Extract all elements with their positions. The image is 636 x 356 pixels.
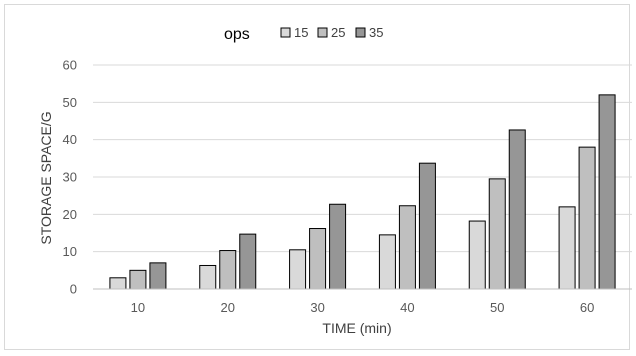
y-tick-label: 40 [63,132,77,147]
x-tick-label: 30 [310,300,324,315]
legend: ops 15 25 35 [224,25,383,43]
legend-swatch-35 [355,27,366,38]
y-tick-label: 0 [70,282,77,297]
y-tick-label: 20 [63,207,77,222]
bar-35-10 [149,262,167,290]
legend-swatch-25 [317,27,328,38]
bar-35-40 [418,162,436,290]
x-tick-labels: 10 20 30 40 50 60 [131,300,595,315]
y-tick-label: 10 [63,244,77,259]
bar-15-60 [558,206,576,290]
bar-25-50 [488,178,506,290]
legend-swatch-15 [280,27,291,38]
bar-15-20 [199,264,217,290]
bar-35-50 [508,129,526,290]
bars [109,94,616,290]
bar-25-30 [309,228,327,290]
bar-15-30 [289,249,307,290]
legend-label-35: 35 [369,25,383,40]
x-axis-title: TIME (min) [322,320,391,336]
x-tick-label: 10 [131,300,145,315]
y-tick-label: 60 [63,58,77,73]
y-tick-labels: 0 10 20 30 40 50 60 [63,58,77,297]
gridlines [93,64,632,253]
x-tick-label: 60 [580,300,594,315]
bar-25-40 [398,205,416,290]
bar-25-20 [219,250,237,290]
legend-label-25: 25 [331,25,345,40]
x-tick-label: 20 [221,300,235,315]
bar-15-10 [109,277,127,290]
bar-15-40 [378,234,396,290]
bar-25-10 [129,269,147,290]
x-tick-label: 50 [490,300,504,315]
legend-label-15: 15 [294,25,308,40]
y-axis-title: STORAGE SPACE/G [38,111,54,244]
y-tick-label: 50 [63,95,77,110]
legend-items: 15 25 35 [280,25,383,40]
bar-15-50 [468,220,486,290]
bar-35-30 [329,203,347,290]
x-tick-label: 40 [400,300,414,315]
legend-title: ops [224,26,250,43]
bar-35-20 [239,233,257,290]
bar-35-60 [598,94,616,290]
bar-25-60 [578,146,596,290]
y-tick-label: 30 [63,170,77,185]
